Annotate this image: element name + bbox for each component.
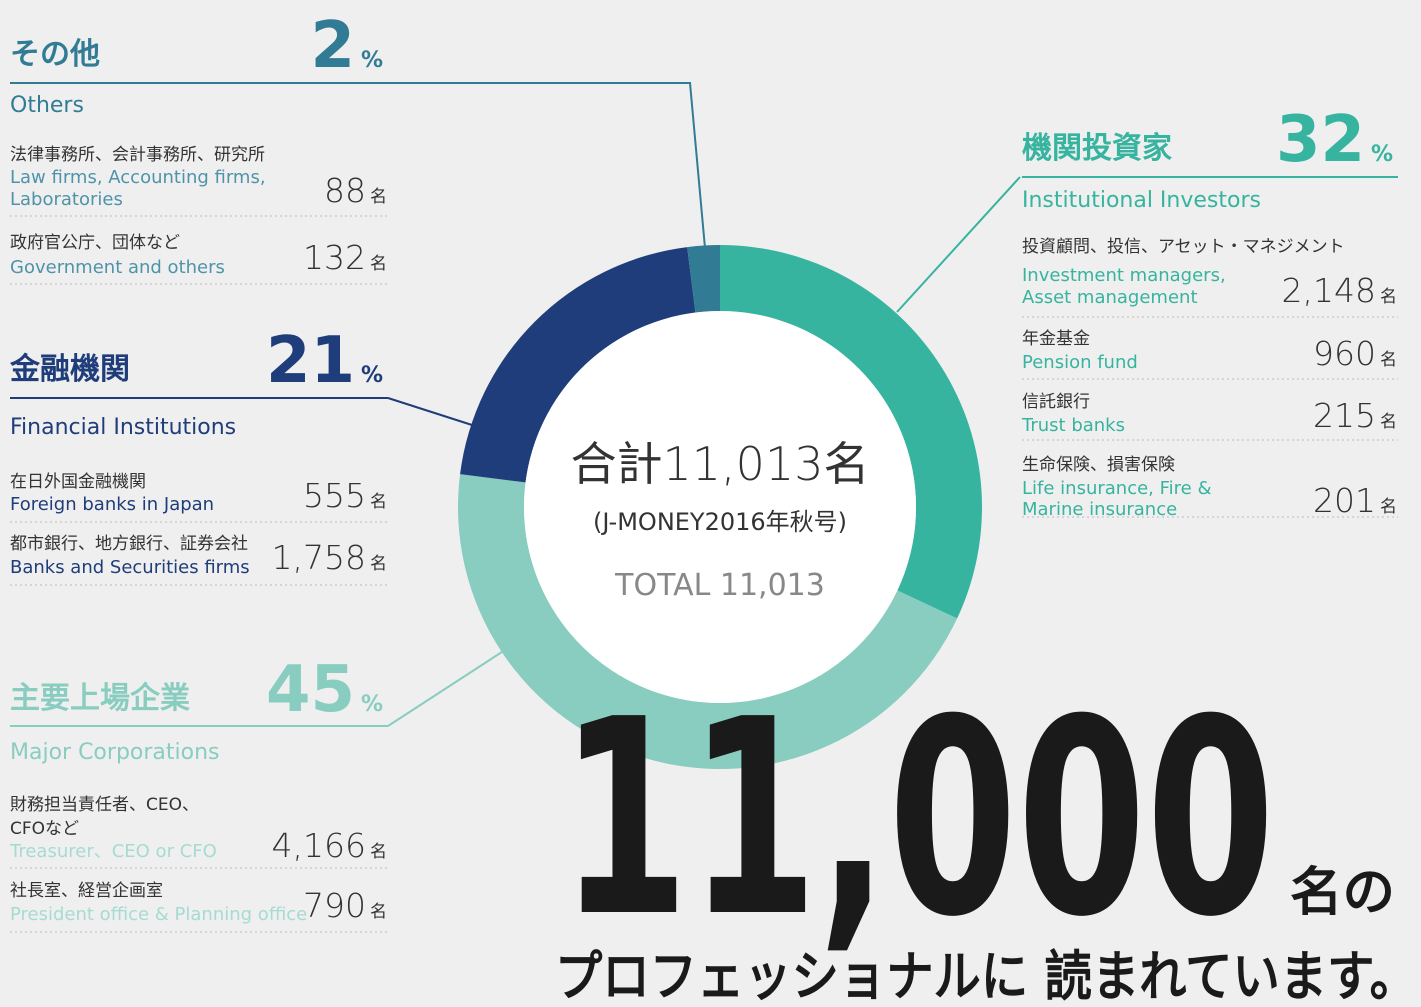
center-total: TOTAL 11,013 <box>614 568 825 603</box>
donut-segment <box>460 247 696 483</box>
group-title: 機関投資家 <box>1022 131 1172 166</box>
item-label-jp: 法律事務所、会計事務所、研究所 <box>10 145 265 165</box>
item-value: 555 <box>303 476 366 515</box>
group-percent: 2 <box>310 9 355 83</box>
headline-number: 11,000 <box>560 661 1275 976</box>
item-value: 1,758 <box>272 538 366 577</box>
percent-unit: % <box>361 48 383 73</box>
center-title: 合計11,013名 <box>571 437 870 491</box>
item-label-jp: 信託銀行 <box>1022 392 1090 412</box>
count-unit: 名 <box>1380 412 1397 432</box>
item-value: 215 <box>1313 396 1376 435</box>
leader-line <box>896 176 1021 313</box>
group-title-en: Institutional Investors <box>1022 188 1261 213</box>
leader-line <box>387 649 506 727</box>
item-label-en: Asset management <box>1022 287 1198 308</box>
donut-hole <box>524 311 916 703</box>
item-label-jp: 年金基金 <box>1022 329 1090 349</box>
count-unit: 名 <box>370 842 387 862</box>
count-unit: 名 <box>1380 287 1397 307</box>
headline-suffix: 名の <box>1290 863 1395 923</box>
item-value: 201 <box>1313 481 1376 520</box>
center-subtitle: (J-MONEY2016年秋号) <box>593 508 847 536</box>
count-unit: 名 <box>370 492 387 512</box>
item-value: 4,166 <box>272 826 366 865</box>
item-value: 132 <box>303 238 366 277</box>
group-percent: 21 <box>266 324 355 398</box>
donut-segment <box>687 245 720 313</box>
group-title: 主要上場企業 <box>10 681 190 716</box>
item-label-en: Trust banks <box>1021 415 1125 436</box>
percent-unit: % <box>361 692 383 717</box>
percent-unit: % <box>1371 142 1393 167</box>
item-label-en: Banks and Securities firms <box>10 557 250 578</box>
item-label-en: President office & Planning office <box>10 904 307 925</box>
item-label-jp: 生命保険、損害保険 <box>1022 455 1175 475</box>
item-value: 790 <box>303 886 366 925</box>
leader-line <box>387 397 473 426</box>
count-unit: 名 <box>1380 497 1397 517</box>
item-label-jp: 財務担当責任者、CEO、 <box>10 795 199 815</box>
count-unit: 名 <box>370 554 387 574</box>
donut-segment <box>458 474 958 770</box>
item-value: 960 <box>1313 334 1376 373</box>
item-label-en: Treasurer、CEO or CFO <box>9 841 217 862</box>
item-value: 2,148 <box>1282 271 1376 310</box>
item-label-en: Law firms, Accounting firms, <box>10 167 266 188</box>
count-unit: 名 <box>1380 350 1397 370</box>
item-label-en: Life insurance, Fire & <box>1022 478 1212 499</box>
group-title-en: Major Corporations <box>10 740 220 765</box>
leader-line <box>388 82 706 249</box>
group-percent: 32 <box>1276 103 1365 177</box>
item-label-en: Investment managers, <box>1022 265 1226 286</box>
count-unit: 名 <box>370 254 387 274</box>
headline-line: プロフェッショナルに 読まれています。 <box>555 945 1417 1007</box>
item-label-jp: 政府官公庁、団体など <box>10 233 180 253</box>
item-value: 88 <box>324 171 366 210</box>
group-percent: 45 <box>266 653 355 727</box>
item-label-en: Government and others <box>10 257 225 278</box>
percent-unit: % <box>361 363 383 388</box>
group-title: その他 <box>10 37 100 72</box>
item-label-en: Pension fund <box>1022 352 1138 373</box>
count-unit: 名 <box>370 902 387 922</box>
group-title: 金融機関 <box>9 352 130 387</box>
item-label-en: Laboratories <box>10 189 123 210</box>
group-title-en: Others <box>10 93 84 118</box>
item-label-en: Foreign banks in Japan <box>10 494 214 515</box>
donut-segment <box>720 245 983 619</box>
item-label-jp: 社長室、経営企画室 <box>10 881 163 901</box>
item-label-jp: 在日外国金融機関 <box>10 472 146 492</box>
item-label-jp: 投資顧問、投信、アセット・マネジメント <box>1022 237 1345 257</box>
item-label-jp: 都市銀行、地方銀行、証券会社 <box>10 534 248 554</box>
item-label-jp: CFOなど <box>10 819 79 839</box>
count-unit: 名 <box>370 187 387 207</box>
group-title-en: Financial Institutions <box>10 415 236 440</box>
item-label-en: Marine insurance <box>1022 499 1177 520</box>
